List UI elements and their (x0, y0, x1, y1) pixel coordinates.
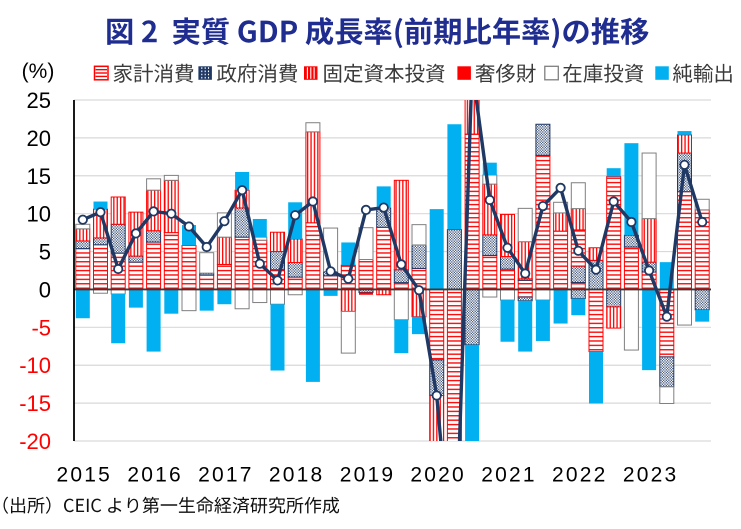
svg-text:0: 0 (39, 277, 51, 302)
svg-text:2021: 2021 (481, 464, 537, 487)
svg-text:20: 20 (27, 126, 51, 151)
svg-text:2020: 2020 (410, 464, 466, 487)
svg-text:-15: -15 (19, 391, 51, 416)
svg-text:10: 10 (27, 202, 51, 227)
svg-text:2017: 2017 (198, 464, 254, 487)
svg-text:25: 25 (27, 88, 51, 113)
svg-text:2022: 2022 (552, 464, 608, 487)
svg-text:-10: -10 (19, 353, 51, 378)
svg-text:2015: 2015 (57, 464, 113, 487)
svg-text:2018: 2018 (269, 464, 325, 487)
svg-text:2016: 2016 (127, 464, 183, 487)
svg-text:2023: 2023 (623, 464, 679, 487)
svg-text:2019: 2019 (340, 464, 396, 487)
svg-text:-5: -5 (31, 315, 51, 340)
svg-text:(%): (%) (22, 60, 55, 83)
svg-text:5: 5 (39, 240, 51, 265)
svg-text:-20: -20 (19, 429, 51, 454)
svg-text:15: 15 (27, 164, 51, 189)
